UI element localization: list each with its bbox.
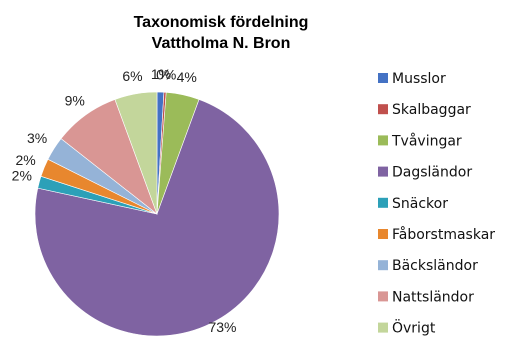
legend-swatch <box>378 229 388 239</box>
legend-swatch <box>378 197 388 208</box>
legend-swatch <box>378 104 388 115</box>
pie-data-label: 2% <box>12 168 32 184</box>
legend-swatch <box>378 322 388 333</box>
legend-swatch <box>378 291 388 302</box>
legend-label: Fåborstmaskar <box>392 226 495 243</box>
legend-swatch <box>378 166 388 177</box>
chart-title: Taxonomisk fördelning <box>134 14 309 31</box>
legend: Musslor Skalbaggar Tvåvingar Dagsländor Snäc… <box>378 71 495 337</box>
legend-label: Tvåvingar <box>391 132 462 149</box>
legend-swatch <box>378 260 388 271</box>
pie-slices <box>34 91 280 337</box>
pie-data-label: 2% <box>15 152 35 168</box>
pie-slice-3 <box>34 99 280 337</box>
legend-label: Nattsländor <box>392 289 474 305</box>
legend-label: Musslor <box>392 71 446 87</box>
pie-data-label: 3% <box>27 130 47 146</box>
legend-swatch <box>378 73 388 83</box>
legend-label: Snäckor <box>392 196 448 212</box>
pie-data-label: 4% <box>177 69 197 85</box>
pie-data-label: 1% <box>151 66 171 82</box>
pie-data-label: 9% <box>65 93 85 109</box>
chart-subtitle: Vattholma N. Bron <box>152 35 291 52</box>
legend-label: Övrigt <box>392 319 436 337</box>
legend-swatch <box>378 135 388 146</box>
legend-label: Dagsländor <box>392 165 472 181</box>
legend-label: Skalbaggar <box>392 102 471 118</box>
pie-data-labels: 1%0% 4% 73% 2%2% 3% 9% 6% <box>12 66 237 335</box>
pie-data-label: 0% <box>156 66 176 82</box>
pie-slice-8 <box>114 91 158 215</box>
pie-data-label: 73% <box>208 319 236 335</box>
legend-label: Bäcksländor <box>392 258 478 274</box>
pie-data-label: 6% <box>122 68 142 84</box>
